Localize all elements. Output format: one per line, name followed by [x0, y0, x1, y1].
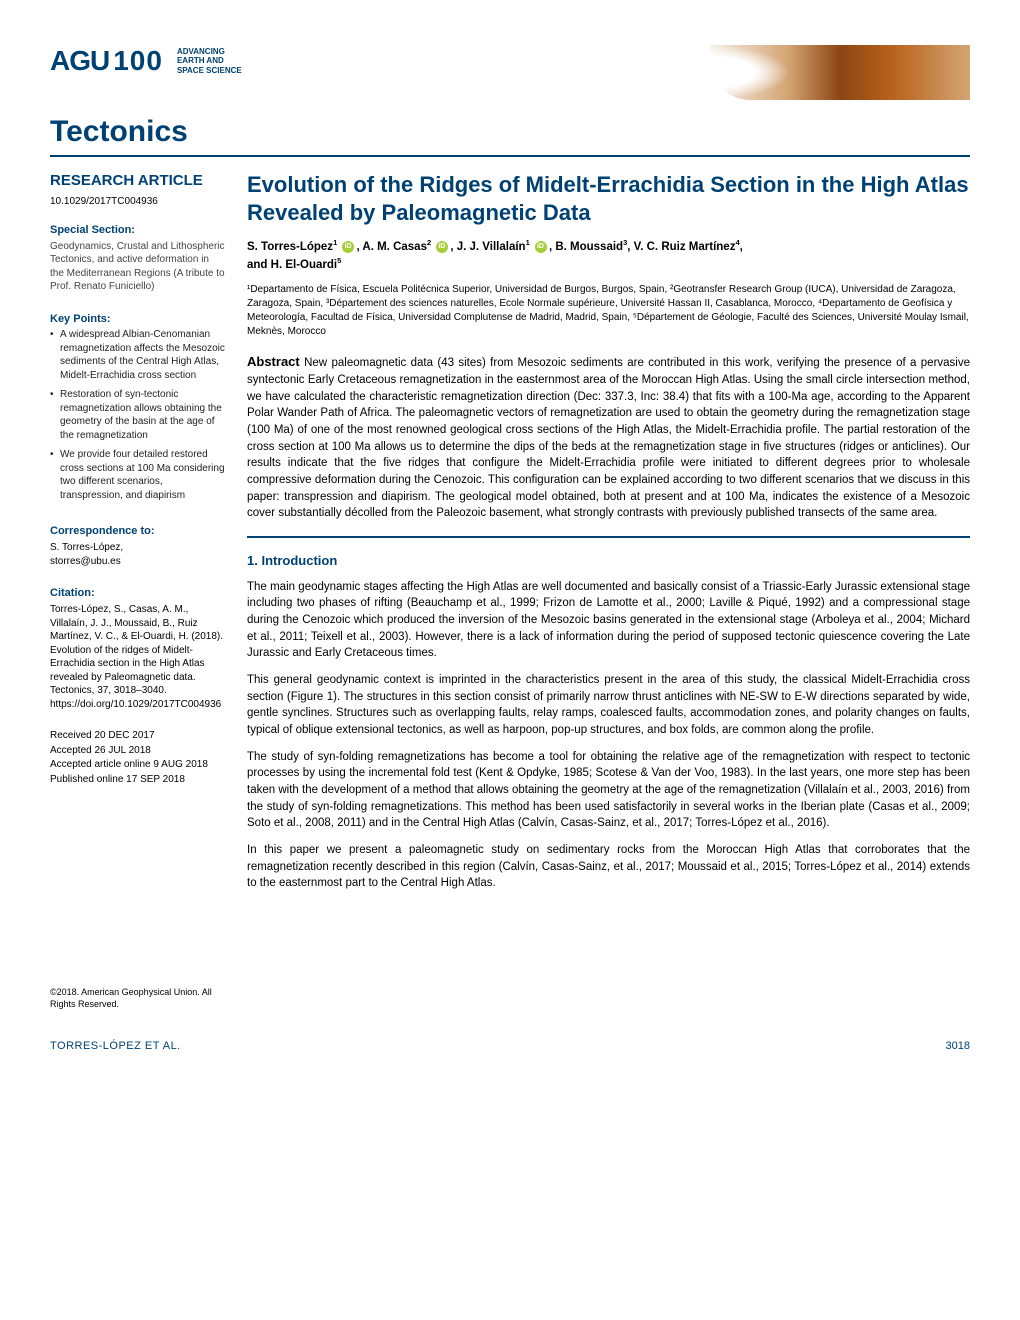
abstract-text: New paleomagnetic data (43 sites) from M… [247, 357, 970, 519]
paragraph: This general geodynamic context is impri… [247, 672, 970, 739]
orcid-icon[interactable] [342, 241, 354, 253]
special-section-heading: Special Section: [50, 223, 225, 238]
authors-line: S. Torres-López1 , A. M. Casas2 , J. J. … [247, 238, 970, 273]
author: H. El-Ouardi [271, 258, 337, 270]
footer-authors: TORRES-LÓPEZ ET AL. [50, 1040, 181, 1052]
header-banner-image [710, 45, 970, 100]
agu-logo-mark: AGU 100 [50, 45, 163, 77]
paragraph: The study of syn-folding remagnetization… [247, 749, 970, 832]
journal-name: Tectonics [50, 115, 970, 149]
divider [247, 536, 970, 538]
author: B. Moussaid [555, 241, 623, 253]
key-point: We provide four detailed restored cross … [50, 448, 225, 502]
special-section-text[interactable]: Geodynamics, Crustal and Lithospheric Te… [50, 240, 225, 294]
logo-tagline: ADVANCING EARTH AND SPACE SCIENCE [177, 47, 242, 76]
header: AGU 100 ADVANCING EARTH AND SPACE SCIENC… [50, 45, 970, 100]
copyright: ©2018. American Geophysical Union. All R… [50, 986, 225, 1010]
orcid-icon[interactable] [535, 241, 547, 253]
affiliations: ¹Departamento de Física, Escuela Politéc… [247, 283, 970, 339]
logo-text: AGU [50, 45, 109, 77]
main-content: Evolution of the Ridges of Midelt-Errach… [247, 171, 970, 1010]
date-published: Published online 17 SEP 2018 [50, 773, 225, 787]
key-points-list: A widespread Albian-Cenomanian remagneti… [50, 328, 225, 502]
paragraph: The main geodynamic stages affecting the… [247, 579, 970, 662]
author: V. C. Ruiz Martínez [634, 241, 736, 253]
key-point: A widespread Albian-Cenomanian remagneti… [50, 328, 225, 382]
key-point: Restoration of syn-tectonic remagnetizat… [50, 388, 225, 442]
journal-row: Tectonics [50, 115, 970, 157]
citation-text: Torres-López, S., Casas, A. M., Villalaí… [50, 603, 225, 711]
author: J. J. Villalaín [457, 241, 526, 253]
doi: 10.1029/2017TC004936 [50, 195, 225, 209]
article-title: Evolution of the Ridges of Midelt-Errach… [247, 171, 970, 226]
correspondence-name: S. Torres-López, [50, 541, 225, 555]
citation-heading: Citation: [50, 586, 225, 601]
correspondence-email[interactable]: storres@ubu.es [50, 555, 225, 569]
sidebar: RESEARCH ARTICLE 10.1029/2017TC004936 Sp… [50, 171, 225, 1010]
publisher-logo: AGU 100 ADVANCING EARTH AND SPACE SCIENC… [50, 45, 242, 77]
author: A. M. Casas [362, 241, 427, 253]
dates-block: Received 20 DEC 2017 Accepted 26 JUL 201… [50, 729, 225, 786]
abstract-label: Abstract [247, 354, 300, 369]
correspondence-heading: Correspondence to: [50, 524, 225, 539]
date-accepted: Accepted 26 JUL 2018 [50, 744, 225, 758]
key-points-heading: Key Points: [50, 312, 225, 327]
orcid-icon[interactable] [436, 241, 448, 253]
section-heading: 1. Introduction [247, 552, 970, 571]
abstract: Abstract New paleomagnetic data (43 site… [247, 353, 970, 522]
article-type: RESEARCH ARTICLE [50, 171, 225, 191]
paragraph: In this paper we present a paleomagnetic… [247, 842, 970, 892]
date-accepted-online: Accepted article online 9 AUG 2018 [50, 758, 225, 772]
page-number: 3018 [946, 1040, 970, 1052]
date-received: Received 20 DEC 2017 [50, 729, 225, 743]
footer: TORRES-LÓPEZ ET AL. 3018 [50, 1040, 970, 1052]
author: S. Torres-López [247, 241, 333, 253]
logo-100: 100 [113, 45, 163, 77]
